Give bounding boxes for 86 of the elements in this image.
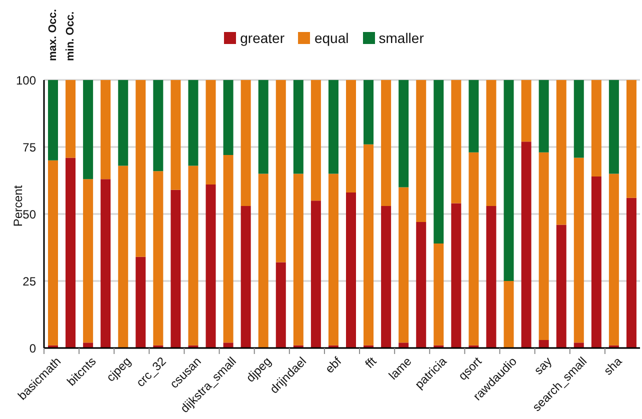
text: max. Occ.	[46, 9, 59, 61]
bar	[504, 281, 514, 348]
legend-label: greater	[239, 30, 284, 46]
bar	[538, 152, 549, 340]
bar	[223, 155, 234, 343]
bar	[328, 80, 338, 174]
bar	[258, 174, 268, 348]
bar	[223, 80, 234, 156]
bar	[188, 80, 198, 166]
bar	[83, 179, 94, 343]
bar	[276, 80, 286, 262]
bar	[416, 80, 426, 222]
bar	[468, 80, 479, 152]
text: min. Occ.	[64, 11, 76, 61]
y-tick-label: 25	[22, 274, 36, 288]
bar	[48, 80, 58, 160]
bar	[206, 184, 216, 348]
bar	[364, 80, 374, 144]
bar	[83, 342, 94, 348]
bar	[504, 80, 514, 281]
bar	[310, 200, 321, 348]
y-tick-label: 50	[22, 207, 36, 222]
bar	[153, 80, 164, 172]
bar	[608, 174, 619, 346]
bar	[293, 174, 304, 346]
bar	[136, 256, 146, 348]
bar	[608, 80, 619, 174]
bar	[206, 80, 216, 185]
bar	[626, 80, 636, 198]
x-tick-label: sha	[601, 354, 625, 378]
bar	[556, 80, 566, 225]
bar	[521, 142, 532, 348]
bar	[100, 179, 111, 348]
bar	[538, 340, 549, 348]
bar	[346, 192, 356, 348]
bar	[381, 206, 392, 348]
bar	[293, 80, 304, 174]
bar	[556, 224, 566, 348]
bar	[591, 80, 602, 176]
bar	[66, 80, 76, 158]
bar	[170, 80, 181, 190]
bar	[170, 190, 181, 348]
bar	[83, 80, 94, 180]
bar	[153, 171, 164, 346]
bar	[398, 80, 409, 188]
bar	[486, 206, 496, 348]
legend-label: equal	[313, 30, 349, 46]
bar	[240, 80, 251, 206]
bar	[258, 80, 268, 174]
bar	[188, 166, 198, 346]
bar	[486, 80, 496, 206]
bar	[223, 342, 234, 348]
y-tick-label: 0	[29, 341, 36, 356]
x-tick-label: ebf	[322, 354, 345, 376]
bar	[451, 203, 462, 348]
bar	[591, 176, 602, 348]
bar	[574, 80, 584, 158]
bar	[434, 80, 444, 244]
bar	[416, 222, 426, 348]
bar	[574, 158, 584, 343]
bar	[381, 80, 392, 206]
bar	[48, 160, 58, 346]
bar	[398, 187, 409, 343]
legend-label: smaller	[378, 30, 424, 46]
bar	[574, 342, 584, 348]
bar	[468, 152, 479, 346]
bar	[136, 80, 146, 257]
bar	[276, 262, 286, 348]
bar	[240, 206, 251, 348]
y-tick-label: 100	[16, 73, 36, 88]
bar	[66, 158, 76, 348]
y-tick-label: 75	[22, 140, 36, 154]
bar	[538, 80, 549, 152]
bar	[310, 80, 321, 201]
bar	[328, 174, 338, 346]
bar	[451, 80, 462, 204]
bar	[118, 80, 128, 166]
bar	[398, 342, 409, 348]
bar	[346, 80, 356, 193]
bar	[100, 80, 111, 180]
bar	[434, 243, 444, 346]
bar	[364, 144, 374, 346]
bar	[626, 198, 636, 348]
bar	[118, 166, 128, 348]
x-tick-label: fft	[362, 354, 380, 372]
bar	[521, 80, 532, 142]
